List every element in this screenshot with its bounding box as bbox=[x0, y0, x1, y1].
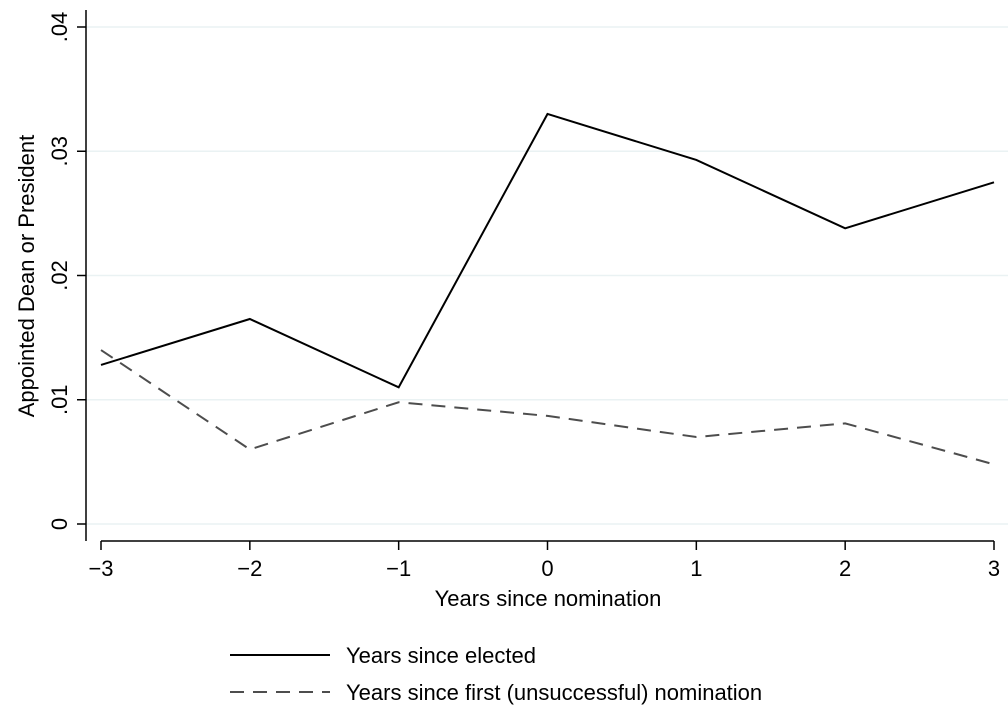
legend: Years since elected Years since first (un… bbox=[230, 643, 762, 705]
x-tick-label: 0 bbox=[541, 556, 553, 581]
axes bbox=[77, 10, 995, 550]
y-tick-label: .04 bbox=[47, 12, 72, 43]
y-tick-label: .03 bbox=[47, 136, 72, 167]
x-tick-label: −1 bbox=[386, 556, 411, 581]
x-tick-label: 1 bbox=[690, 556, 702, 581]
gridlines bbox=[86, 26, 1008, 525]
x-tick-label: 3 bbox=[988, 556, 1000, 581]
series-line-1 bbox=[100, 112, 995, 389]
legend-label-2: Years since first (unsuccessful) nominat… bbox=[346, 680, 762, 705]
x-tick-label: 2 bbox=[839, 556, 851, 581]
y-tick-label: .02 bbox=[47, 260, 72, 291]
x-tick-label: −2 bbox=[237, 556, 262, 581]
y-tick-label: .01 bbox=[47, 384, 72, 415]
legend-label-1: Years since elected bbox=[346, 643, 536, 668]
tick-labels: 0 .01 .02 .03 .04 −3 −2 −1 0 1 2 3 bbox=[47, 12, 1000, 581]
x-tick-label: −3 bbox=[88, 556, 113, 581]
y-tick-label: 0 bbox=[47, 518, 72, 530]
series-lines bbox=[100, 112, 995, 466]
y-axis-title: Appointed Dean or President bbox=[14, 135, 39, 418]
x-axis-title: Years since nomination bbox=[435, 586, 662, 611]
series-line-2 bbox=[100, 349, 995, 466]
